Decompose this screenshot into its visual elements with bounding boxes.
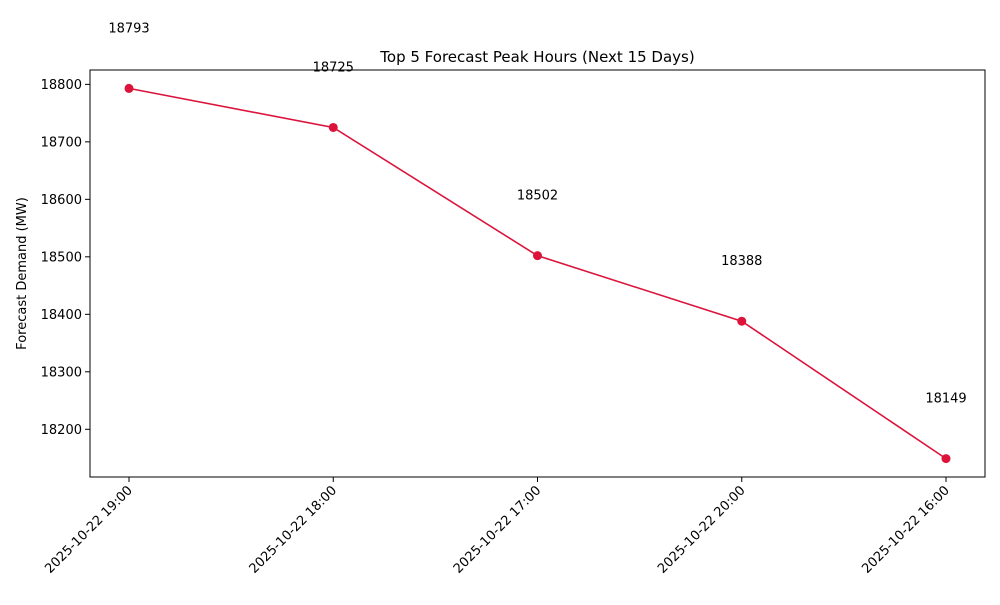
data-label: 18502 <box>517 189 558 204</box>
data-point <box>533 251 542 261</box>
y-tick-label: 18600 <box>41 193 82 208</box>
data-point <box>737 316 747 326</box>
y-tick-label: 18500 <box>41 250 82 265</box>
y-tick-label: 18400 <box>41 308 82 323</box>
y-tick-label: 18800 <box>41 78 82 93</box>
x-tick-label: 2025-10-22 20:00 <box>655 483 748 576</box>
x-axis: 2025-10-22 19:00 2025-10-22 18:00 2025-10-… <box>42 477 953 577</box>
chart-title: Top 5 Forecast Peak Hours (Next 15 Days) <box>379 48 694 66</box>
x-tick-label: 2025-10-22 17:00 <box>451 483 544 576</box>
series-line <box>128 87 947 460</box>
plot-frame <box>89 69 986 478</box>
x-tick-label: 2025-10-22 19:00 <box>42 483 135 576</box>
data-point <box>941 454 951 464</box>
series-layer <box>124 83 951 464</box>
y-tick-label: 18700 <box>41 135 82 150</box>
data-point <box>328 122 338 132</box>
data-label: 18149 <box>925 392 966 407</box>
data-label: 18388 <box>721 254 762 269</box>
data-point <box>124 83 134 93</box>
x-tick-label: 2025-10-22 18:00 <box>247 483 340 576</box>
y-tick-label: 18300 <box>41 365 82 380</box>
data-label: 18793 <box>108 21 149 36</box>
y-axis-title: Forecast Demand (MW) <box>15 197 30 350</box>
y-axis: 18200 18300 18400 18500 18600 18700 18800 <box>41 78 90 438</box>
data-label: 18725 <box>313 60 354 75</box>
data-labels: 18793 18725 18502 18388 18149 <box>108 21 966 406</box>
y-tick-label: 18200 <box>41 423 82 438</box>
x-tick-label: 2025-10-22 16:00 <box>859 483 952 576</box>
